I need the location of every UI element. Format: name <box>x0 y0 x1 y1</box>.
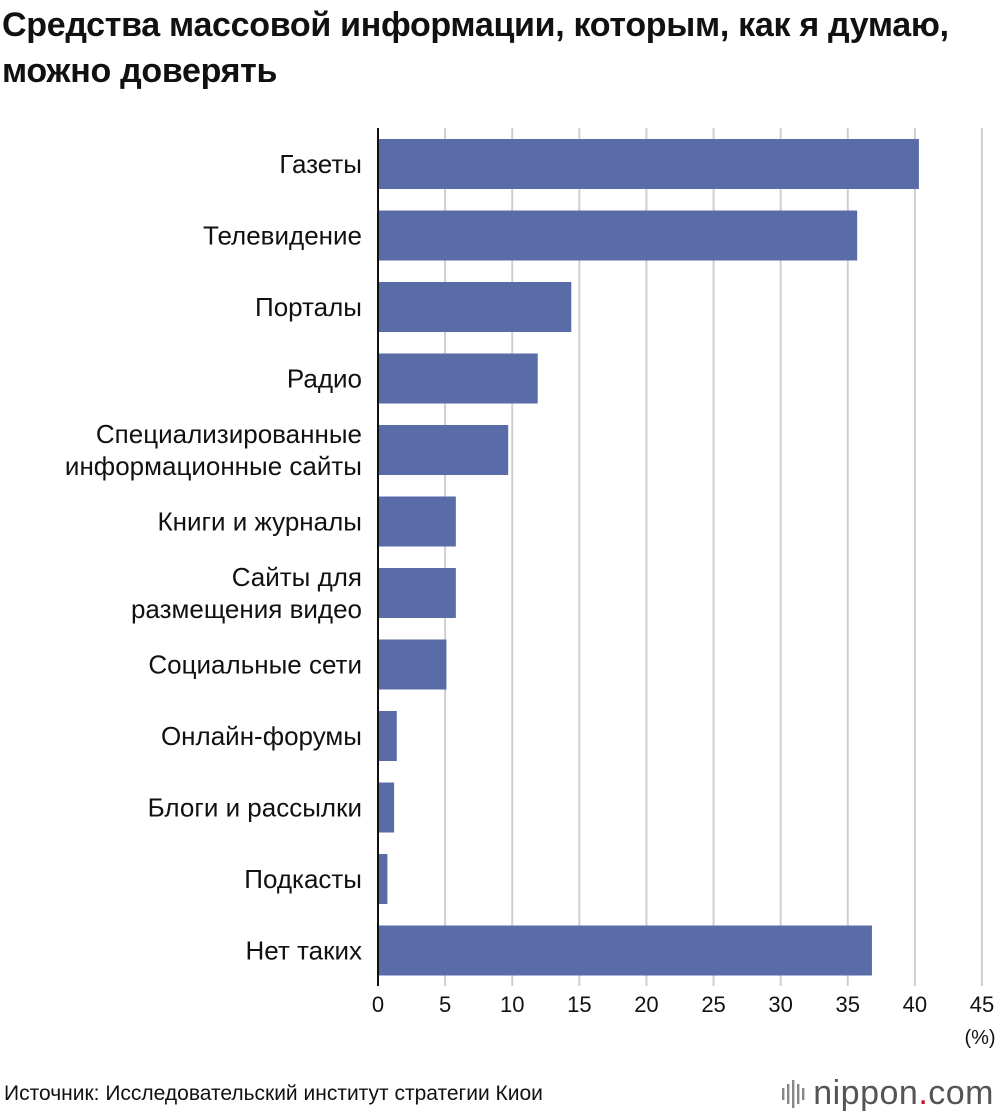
category-labels: Газеты Телевидение Порталы Радио Специализир… <box>65 149 362 966</box>
category-label: Телевидение <box>203 221 362 251</box>
brand-wordmark: nippon.com <box>813 1074 994 1112</box>
bar <box>378 639 447 690</box>
x-unit-label: (%) <box>964 1027 995 1049</box>
x-tick-label: 10 <box>500 992 524 1017</box>
category-label: Нет таких <box>246 936 362 966</box>
x-tick-label: 15 <box>567 992 591 1017</box>
bar <box>378 210 858 261</box>
x-tick-label: 30 <box>768 992 792 1017</box>
x-tick-label: 5 <box>439 992 451 1017</box>
bar <box>378 496 456 547</box>
category-label: Сайты для размещения видео <box>131 562 362 624</box>
bar-chart: Газеты Телевидение Порталы Радио Специализир… <box>65 128 996 1049</box>
bars <box>378 139 919 976</box>
bar <box>378 782 395 833</box>
bar <box>378 568 456 618</box>
x-tick-label: 20 <box>634 992 658 1017</box>
grid-lines <box>444 128 983 986</box>
category-label: Специализированные информационные сайты <box>65 419 362 481</box>
category-label: Газеты <box>279 149 362 179</box>
x-tick-labels: 0 5 10 15 20 25 30 35 40 45 <box>372 992 994 1017</box>
bar <box>378 282 572 332</box>
x-tick-label: 0 <box>372 992 384 1017</box>
bar <box>378 711 397 761</box>
x-tick-label: 25 <box>701 992 725 1017</box>
source-note: Источник: Исследовательский институт стр… <box>4 1082 543 1105</box>
category-label: Социальные сети <box>148 650 362 680</box>
x-tick-label: 45 <box>970 992 994 1017</box>
bar <box>378 925 872 976</box>
brand-bars-icon <box>782 1079 805 1108</box>
bar <box>378 139 919 189</box>
category-label: Радио <box>287 364 362 394</box>
x-tick-label: 35 <box>836 992 860 1017</box>
chart-title: Средства массовой информации, которым, к… <box>2 6 949 90</box>
bar <box>378 353 538 404</box>
category-label: Подкасты <box>244 864 362 894</box>
brand-logo: nippon.com <box>781 1074 994 1113</box>
bar <box>378 854 388 904</box>
x-tick-label: 40 <box>903 992 927 1017</box>
category-label: Блоги и рассылки <box>148 793 362 823</box>
category-label: Онлайн-форумы <box>161 721 362 751</box>
bar <box>378 425 509 475</box>
category-label: Книги и журналы <box>157 507 362 537</box>
category-label: Порталы <box>255 292 362 322</box>
